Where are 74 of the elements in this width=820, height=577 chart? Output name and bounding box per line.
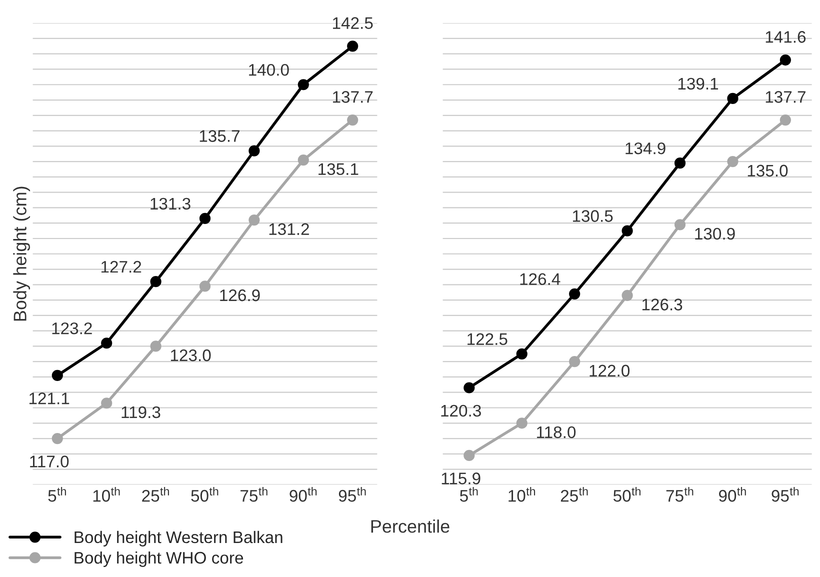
- data-label: 137.7: [766, 91, 806, 103]
- x-tick-label: 50$^{th}$: [191, 486, 218, 502]
- data-label: 137.7: [333, 91, 373, 103]
- point: [464, 382, 475, 394]
- data-label: 131.2: [269, 223, 309, 236]
- data-label: 118.0: [537, 426, 576, 438]
- point: [101, 338, 112, 349]
- data-label: 130.5: [572, 210, 613, 222]
- data-label: 130.9: [695, 228, 735, 240]
- point: [569, 356, 580, 368]
- point: [248, 214, 260, 226]
- x-tick-label: 95$^{th}$: [338, 486, 366, 502]
- legend-label: Body height WHO core: [74, 551, 244, 567]
- point: [347, 114, 358, 126]
- x-tick-label: 25$^{th}$: [142, 486, 169, 502]
- data-label: 122.5: [468, 333, 508, 346]
- data-label: 126.9: [220, 289, 260, 302]
- x-tick-label: 25$^{th}$: [560, 486, 588, 502]
- point: [347, 40, 358, 52]
- point: [150, 276, 162, 288]
- point: [622, 225, 633, 236]
- x-tick-label: 90$^{th}$: [719, 486, 746, 502]
- point: [298, 154, 309, 166]
- x-tick-label: 5$^{th}$: [48, 486, 66, 502]
- data-label: 117.0: [30, 456, 69, 468]
- legend-label: Body height Western Balkan: [74, 530, 282, 546]
- data-label: 120.3: [441, 404, 481, 417]
- point: [674, 158, 686, 169]
- data-label: 142.5: [333, 17, 373, 29]
- point: [199, 280, 211, 292]
- point: [780, 54, 791, 66]
- point: [101, 398, 112, 409]
- point: [150, 340, 162, 352]
- data-label: 115.9: [442, 472, 480, 484]
- data-label: 126.4: [520, 273, 560, 286]
- point: [780, 114, 791, 126]
- point: [569, 288, 580, 300]
- point: [516, 418, 528, 429]
- data-label: 127.2: [101, 260, 142, 273]
- point: [52, 370, 63, 381]
- data-label: 121.1: [29, 392, 70, 404]
- data-label: 135.1: [318, 163, 358, 176]
- data-label: 123.2: [52, 322, 92, 334]
- data-label: 122.0: [590, 364, 630, 377]
- data-label: 131.3: [150, 198, 190, 210]
- point: [298, 79, 309, 90]
- x-tick-label: 95$^{th}$: [772, 486, 799, 502]
- x-tick-label: 50$^{th}$: [613, 486, 640, 502]
- point: [727, 92, 738, 104]
- x-tick-label: 90$^{th}$: [290, 486, 317, 502]
- point: [52, 432, 63, 444]
- x-tick-label: 10$^{th}$: [508, 486, 536, 502]
- data-label: 119.3: [122, 406, 160, 418]
- point: [199, 212, 211, 224]
- point: [248, 145, 260, 156]
- data-label: 139.1: [678, 78, 718, 90]
- point: [464, 450, 475, 461]
- x-tick-label: 10$^{th}$: [93, 486, 120, 502]
- point: [674, 219, 686, 230]
- y-axis-title: Body height (cm): [13, 186, 30, 321]
- x-tick-label: 75$^{th}$: [240, 486, 268, 502]
- data-label: 126.3: [642, 298, 682, 310]
- point: [622, 290, 633, 301]
- data-label: 140.0: [249, 64, 289, 76]
- point: [516, 348, 528, 360]
- data-label: 134.9: [626, 142, 666, 154]
- x-axis-title: Percentile: [371, 520, 450, 533]
- data-label: 141.6: [766, 31, 806, 43]
- data-label: 135.7: [200, 130, 240, 142]
- data-label: 123.0: [170, 349, 211, 362]
- x-tick-label: 5$^{th}$: [460, 486, 478, 502]
- data-label: 135.0: [748, 164, 788, 177]
- point: [727, 156, 738, 168]
- x-tick-label: 75$^{th}$: [666, 486, 694, 502]
